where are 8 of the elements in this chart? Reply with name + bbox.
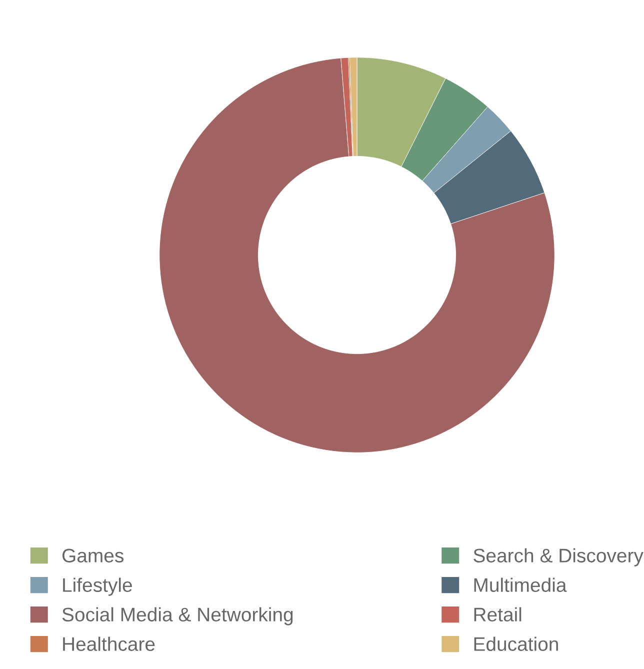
legend-label: Multimedia (474, 578, 567, 592)
legend-label: Games (62, 548, 124, 562)
legend-label: Search & Discovery (474, 548, 644, 566)
legend-label: Retail (474, 607, 522, 622)
legend-label: Social Media & Networking (62, 607, 293, 626)
legend-label: Healthcare (63, 636, 155, 651)
legend-label: Education (474, 636, 558, 651)
legend-label: Lifestyle (63, 578, 132, 596)
